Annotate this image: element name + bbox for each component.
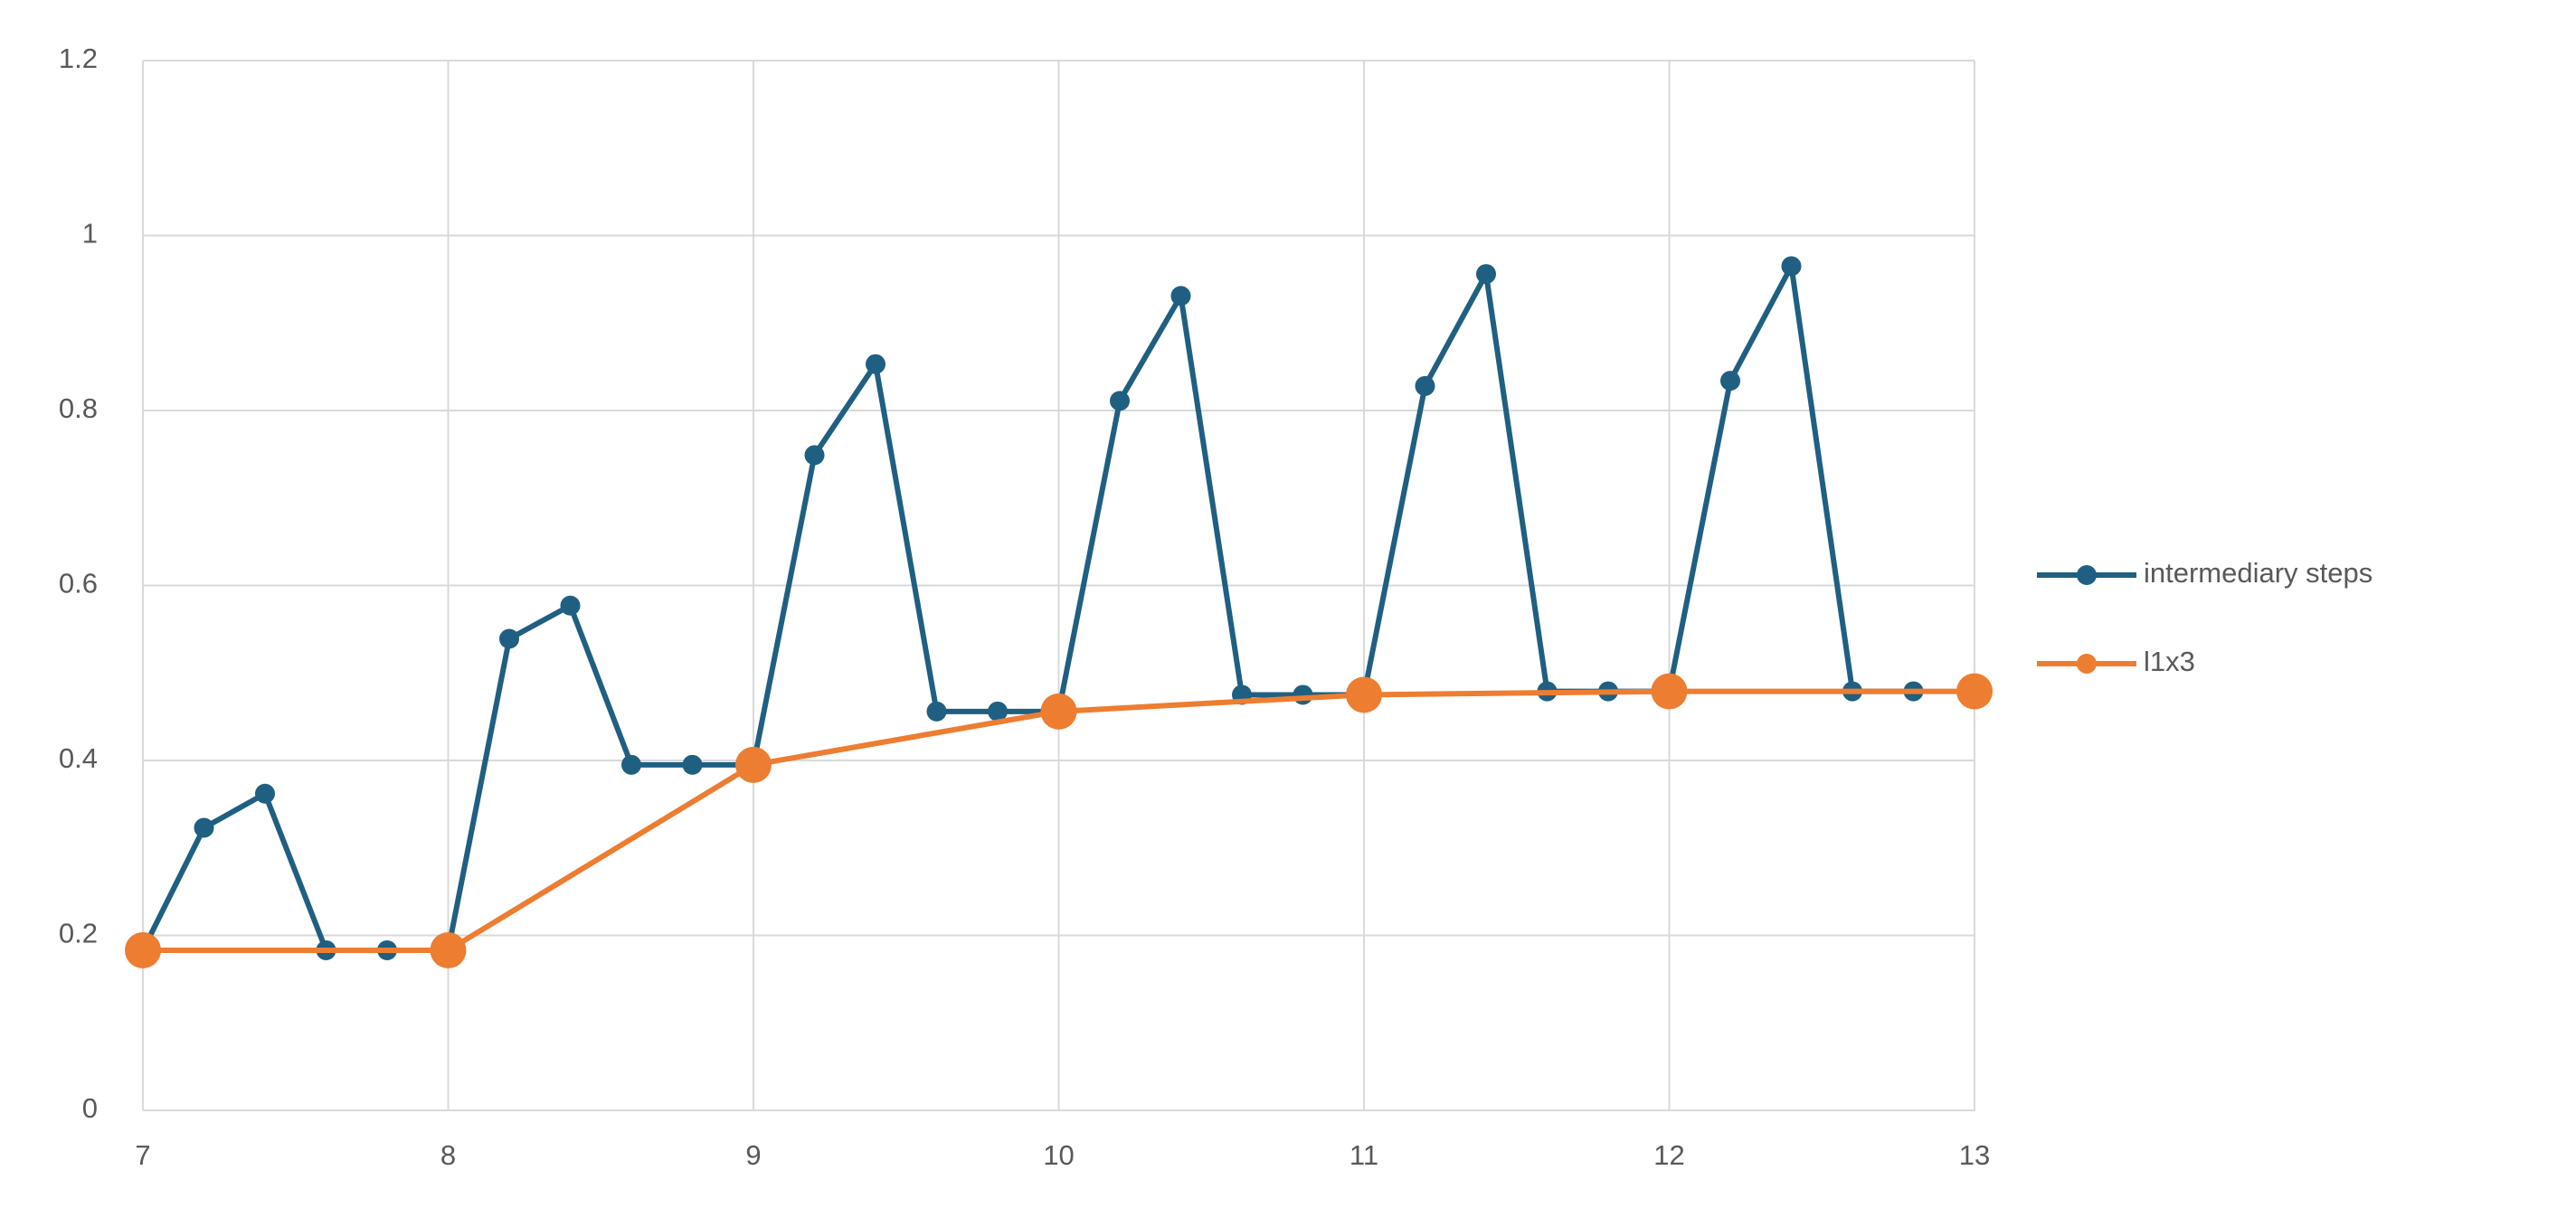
y-tick-label: 0.6 (59, 568, 98, 599)
data-point (1651, 673, 1688, 710)
data-point (804, 445, 825, 466)
data-point (621, 754, 641, 775)
data-point (682, 754, 703, 775)
x-tick-label: 10 (1043, 1139, 1074, 1171)
data-point (1293, 684, 1313, 705)
legend-marker (2077, 654, 2097, 674)
data-point (1956, 673, 1993, 710)
data-point (1346, 676, 1382, 713)
legend-label: intermediary steps (2144, 557, 2372, 589)
y-tick-label: 0.2 (59, 918, 98, 949)
data-point (1170, 286, 1191, 307)
x-tick-label: 11 (1350, 1139, 1378, 1171)
y-tick-label: 0.4 (59, 742, 98, 774)
data-point (1720, 371, 1740, 392)
y-tick-label: 0.8 (59, 392, 98, 424)
data-point (926, 701, 947, 722)
data-point (1476, 264, 1496, 285)
data-point (866, 354, 886, 374)
x-tick-label: 9 (745, 1139, 761, 1171)
x-tick-label: 13 (1959, 1139, 1990, 1171)
data-point (194, 817, 214, 838)
data-point (988, 701, 1008, 722)
y-tick-label: 0 (82, 1092, 98, 1124)
data-point (255, 783, 275, 804)
y-tick-label: 1 (82, 218, 98, 250)
legend-marker (2077, 565, 2097, 585)
data-point (735, 746, 772, 783)
x-tick-label: 12 (1653, 1139, 1684, 1171)
series-line (140, 263, 1914, 953)
legend-label: l1x3 (2144, 646, 2195, 677)
data-point (1781, 256, 1802, 277)
y-tick-label: 1.2 (59, 42, 98, 74)
x-tick-label: 8 (440, 1139, 456, 1171)
data-point (499, 628, 519, 649)
data-point (430, 931, 467, 968)
data-point (1110, 391, 1130, 411)
data-point (125, 931, 161, 968)
data-point (560, 595, 581, 616)
x-tick-label: 7 (135, 1139, 150, 1171)
data-point (1415, 375, 1435, 396)
data-point (1040, 693, 1077, 730)
